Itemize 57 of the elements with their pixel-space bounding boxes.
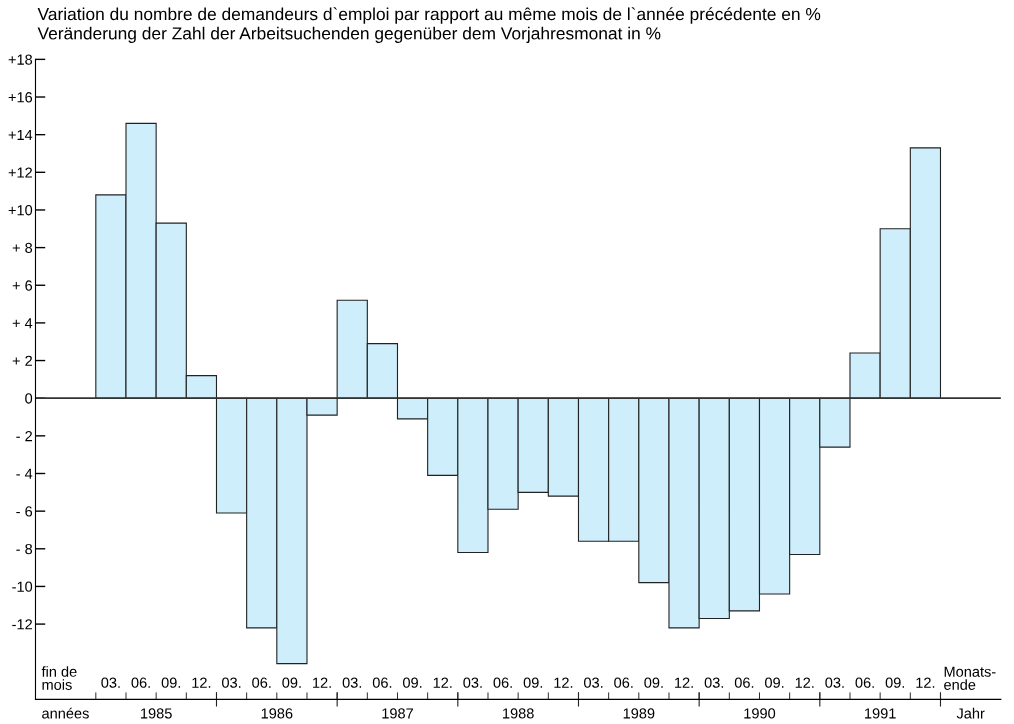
y-tick-label: - 4 <box>16 468 33 479</box>
text: 1989 <box>623 708 655 719</box>
y-tick-label: - 6 <box>16 506 33 517</box>
text: fin de mois <box>41 666 77 690</box>
x-tick-label: 09. <box>161 677 181 688</box>
x-tick-label: 12. <box>192 677 211 688</box>
y-tick-label: + 8 <box>12 242 33 254</box>
text: Jahr <box>956 707 985 719</box>
y-tick-label: +10 <box>8 205 33 216</box>
text: 1987 <box>382 708 413 719</box>
chart-title: Variation du nombre de demandeurs d`emploi par rapport au même mois de l`année précédente en % <box>37 7 821 24</box>
x-tick-label: 06. <box>493 677 512 688</box>
x-tick-label: 12. <box>554 677 573 688</box>
text: Monats- ende <box>944 666 996 690</box>
x-tick-label: 06. <box>855 677 874 688</box>
text: 1985 <box>141 708 172 719</box>
text: 1986 <box>261 708 293 719</box>
y-tick-label: +16 <box>8 92 33 103</box>
x-tick-label: 12. <box>433 677 452 688</box>
x-tick-label: 12. <box>675 677 693 688</box>
x-tick-label: 09. <box>282 677 301 688</box>
x-tick-label: 12. <box>313 677 331 688</box>
x-tick-label: 06. <box>734 677 754 688</box>
text: années <box>42 707 89 719</box>
x-tick-label: 03. <box>101 677 120 688</box>
y-tick-label: + 2 <box>12 355 32 366</box>
y-tick-label: +12 <box>8 167 32 178</box>
x-tick-label: 09. <box>644 677 663 688</box>
x-tick-label: 09. <box>523 677 543 688</box>
x-tick-label: 09. <box>885 677 905 688</box>
text: 1990 <box>744 708 776 719</box>
x-tick-label: 03. <box>704 677 724 688</box>
y-tick-label: +14 <box>8 129 33 140</box>
x-tick-label: 03. <box>342 677 362 688</box>
y-tick-label: - 2 <box>16 430 32 442</box>
y-tick-label: - 8 <box>16 543 33 555</box>
x-tick-label: 06. <box>614 677 633 688</box>
text: 1991 <box>865 708 896 719</box>
y-tick-label: + 4 <box>12 318 33 329</box>
x-tick-label: 12. <box>916 677 935 688</box>
y-tick-label: +18 <box>8 54 33 65</box>
x-tick-label: 09. <box>765 677 784 688</box>
x-tick-label: 09. <box>403 677 422 688</box>
text: 1988 <box>503 708 534 719</box>
x-tick-label: 06. <box>131 677 150 688</box>
x-tick-label: 03. <box>584 677 603 688</box>
y-tick-label: -12 <box>12 619 32 630</box>
y-tick-label: + 6 <box>12 280 33 291</box>
x-tick-label: 03. <box>463 677 482 688</box>
x-tick-label: 12. <box>795 677 814 688</box>
x-tick-label: 03. <box>222 677 241 688</box>
y-tick-label: -10 <box>12 581 33 592</box>
x-tick-label: 03. <box>825 677 844 688</box>
y-tick-label: 0 <box>25 393 33 404</box>
chart-subtitle: Veränderung der Zahl der Arbeitsuchenden gegenüber dem Vorjahresmonat in % <box>37 26 661 43</box>
x-tick-label: 06. <box>372 677 392 688</box>
x-tick-label: 06. <box>252 677 271 688</box>
